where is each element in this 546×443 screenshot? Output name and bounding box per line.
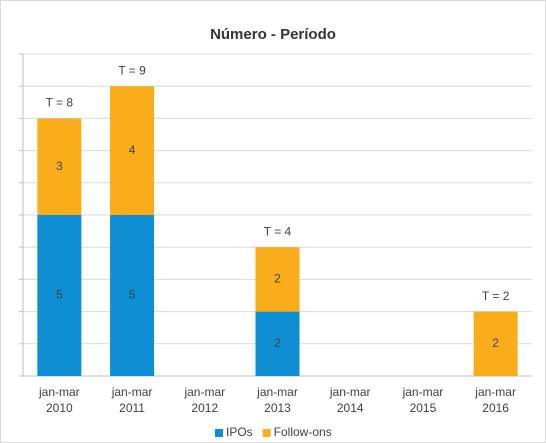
chart-title: Número - Período — [210, 26, 336, 43]
bar-segment — [37, 118, 82, 215]
x-tick-label: jan-mar 2014 — [329, 385, 371, 415]
x-tick-label: jan-mar 2013 — [257, 385, 298, 415]
total-label: T = 2 — [482, 289, 510, 303]
x-tick-label: jan-mar 2010 — [39, 385, 80, 415]
data-label: 3 — [56, 159, 63, 173]
data-label: 2 — [492, 336, 499, 350]
bar-segment — [255, 311, 300, 376]
bar-segment — [110, 86, 155, 215]
total-label: T = 8 — [46, 96, 74, 110]
bar-segment — [110, 215, 155, 376]
legend-swatch — [215, 429, 223, 437]
data-label: 4 — [129, 143, 136, 157]
x-tick-label: jan-mar 2016 — [475, 385, 516, 415]
legend-label: IPOs — [226, 425, 253, 439]
x-tick-label: jan-mar 2012 — [184, 385, 226, 415]
total-label: T = 9 — [118, 63, 146, 77]
data-label: 2 — [274, 272, 281, 286]
data-label: 5 — [129, 288, 136, 302]
x-tick-label: jan-mar 2011 — [111, 385, 153, 415]
bar-segment — [255, 247, 300, 312]
legend-label: Follow-ons — [274, 425, 332, 439]
data-label: 2 — [274, 336, 281, 350]
bar-segment — [473, 311, 518, 376]
legend-swatch — [262, 429, 271, 437]
x-tick-label: jan-mar 2015 — [402, 385, 444, 415]
bar-segment — [37, 215, 82, 376]
total-label: T = 4 — [264, 224, 292, 238]
data-label: 5 — [56, 288, 63, 302]
